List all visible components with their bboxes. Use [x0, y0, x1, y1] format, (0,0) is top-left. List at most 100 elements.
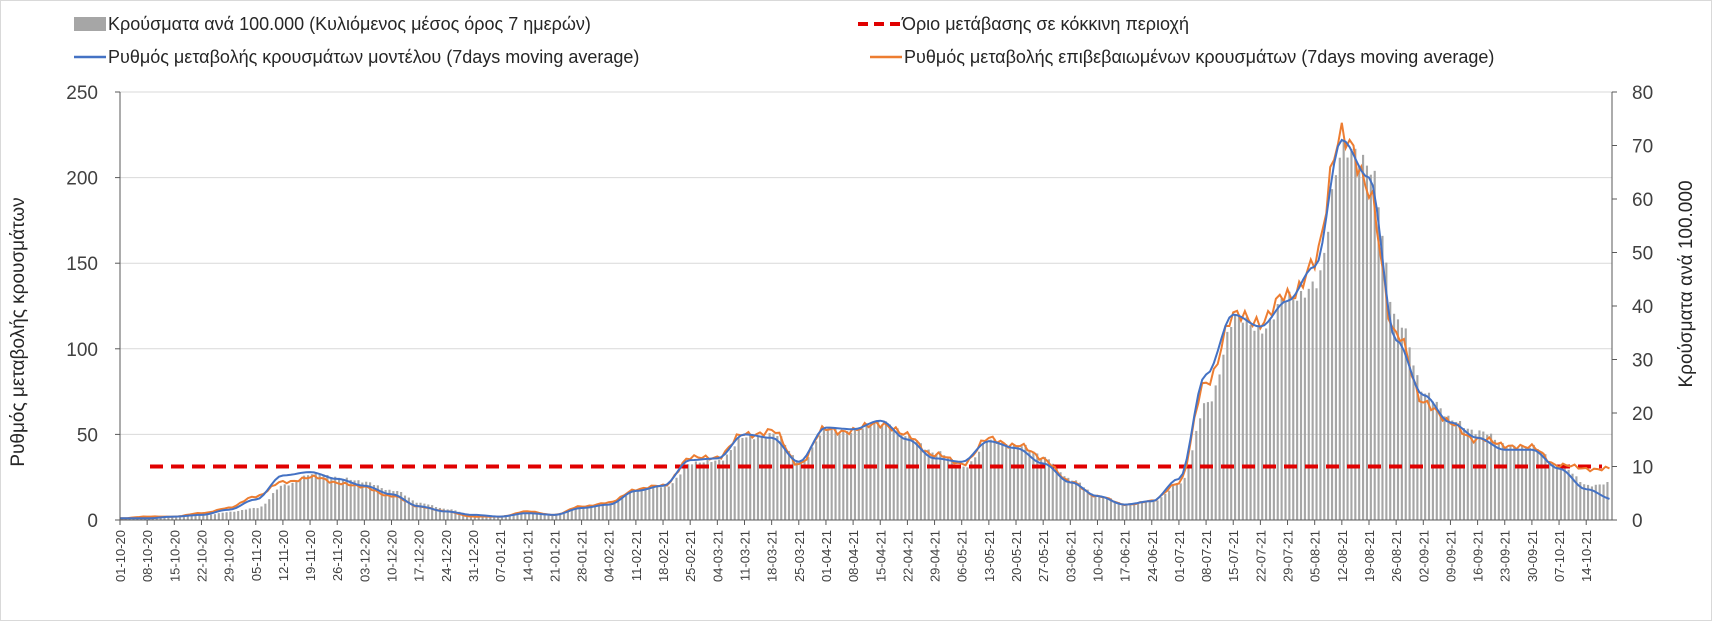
bar — [1234, 315, 1237, 520]
bar — [1365, 165, 1369, 520]
bar — [915, 440, 919, 520]
bar — [1548, 461, 1551, 520]
bar — [512, 515, 515, 520]
bar — [1156, 500, 1159, 520]
bar — [621, 497, 624, 520]
bar — [1125, 504, 1128, 520]
bar — [892, 429, 895, 520]
bar — [842, 430, 845, 520]
bar — [1206, 402, 1209, 520]
bar — [1137, 503, 1140, 520]
bar — [663, 486, 666, 520]
bar — [186, 516, 189, 520]
bar — [427, 504, 430, 520]
bar — [1121, 503, 1124, 520]
bar — [1036, 453, 1039, 520]
bar — [1129, 503, 1132, 520]
bar — [1455, 421, 1458, 520]
bar — [233, 511, 236, 520]
bar — [1106, 497, 1109, 520]
x-tick-label: 12-11-20 — [276, 530, 291, 581]
bar — [1140, 502, 1144, 520]
bar — [1470, 429, 1473, 520]
bar — [1544, 454, 1547, 520]
bar — [547, 514, 550, 520]
bar — [326, 474, 329, 520]
x-tick-label: 15-10-20 — [167, 530, 182, 582]
x-tick-label: 16-09-21 — [1471, 530, 1486, 582]
bar — [1133, 503, 1136, 520]
bar — [772, 433, 775, 520]
bar — [217, 513, 220, 520]
bar — [659, 487, 663, 520]
bar — [1342, 140, 1345, 520]
x-tick-label: 07-01-21 — [493, 530, 508, 582]
bar — [1311, 281, 1314, 520]
bar — [958, 465, 961, 520]
y-right-tick-label: 20 — [1632, 404, 1653, 425]
bar — [497, 516, 500, 520]
bar — [310, 474, 313, 520]
legend-confirmed-label: Ρυθμός μεταβολής επιβεβαιωμένων κρουσμάτ… — [904, 47, 1494, 67]
bar — [508, 516, 511, 520]
bar — [1226, 331, 1229, 520]
bar — [1466, 428, 1469, 520]
bar — [423, 503, 426, 520]
bar — [1400, 327, 1403, 520]
y-right-tick-label: 70 — [1632, 137, 1653, 158]
bar — [462, 512, 465, 520]
bar — [407, 497, 410, 520]
bar — [159, 517, 162, 520]
bar — [1462, 428, 1465, 520]
bar — [1447, 415, 1450, 520]
bar — [1373, 170, 1376, 521]
bar — [698, 462, 701, 520]
bar — [1288, 291, 1291, 520]
bar — [1098, 495, 1101, 520]
bar — [1094, 495, 1097, 520]
bar — [1478, 430, 1481, 520]
bar — [818, 435, 822, 520]
bar — [605, 504, 608, 520]
bar — [256, 508, 259, 520]
bar — [306, 475, 310, 520]
x-tick-label: 26-08-21 — [1389, 530, 1404, 582]
bar — [873, 422, 876, 520]
bar — [531, 512, 535, 520]
bar — [1195, 430, 1198, 520]
bar — [1424, 393, 1427, 520]
bar — [760, 435, 763, 520]
bar — [721, 460, 725, 520]
bar — [1602, 484, 1605, 520]
bar — [617, 501, 620, 520]
bar — [349, 479, 352, 520]
bar — [807, 457, 810, 520]
legend-bar-label: Κρούσματα ανά 100.000 (Κυλιόμενος μέσος … — [108, 14, 591, 34]
bar — [1381, 235, 1384, 520]
bar — [268, 499, 271, 520]
axes: 0 50 100 150 200 250 0 10 20 30 40 50 60 70 80 01-10-20… — [66, 83, 1653, 582]
bar — [993, 438, 996, 520]
bar — [838, 433, 841, 520]
bar — [1296, 300, 1299, 520]
x-tick-label: 01-04-21 — [819, 530, 834, 582]
bar — [1540, 451, 1543, 520]
x-tick-label: 29-07-21 — [1281, 530, 1296, 582]
bar — [1571, 473, 1574, 520]
bar — [1490, 433, 1493, 520]
bar — [1040, 458, 1043, 520]
x-tick-label: 19-11-20 — [303, 530, 318, 581]
bar — [244, 509, 248, 520]
bar — [1567, 469, 1570, 520]
bar — [865, 423, 868, 520]
bar — [295, 481, 298, 520]
bar — [1063, 476, 1066, 520]
bar — [706, 459, 709, 520]
bar — [904, 436, 907, 520]
model-rate-line — [120, 138, 1610, 520]
bar — [1536, 449, 1539, 520]
bar — [1257, 325, 1260, 520]
bar — [1497, 442, 1500, 520]
y-axis-right-title: Κρούσματα ανά 100.000 — [1676, 180, 1697, 387]
bar — [1265, 328, 1268, 520]
